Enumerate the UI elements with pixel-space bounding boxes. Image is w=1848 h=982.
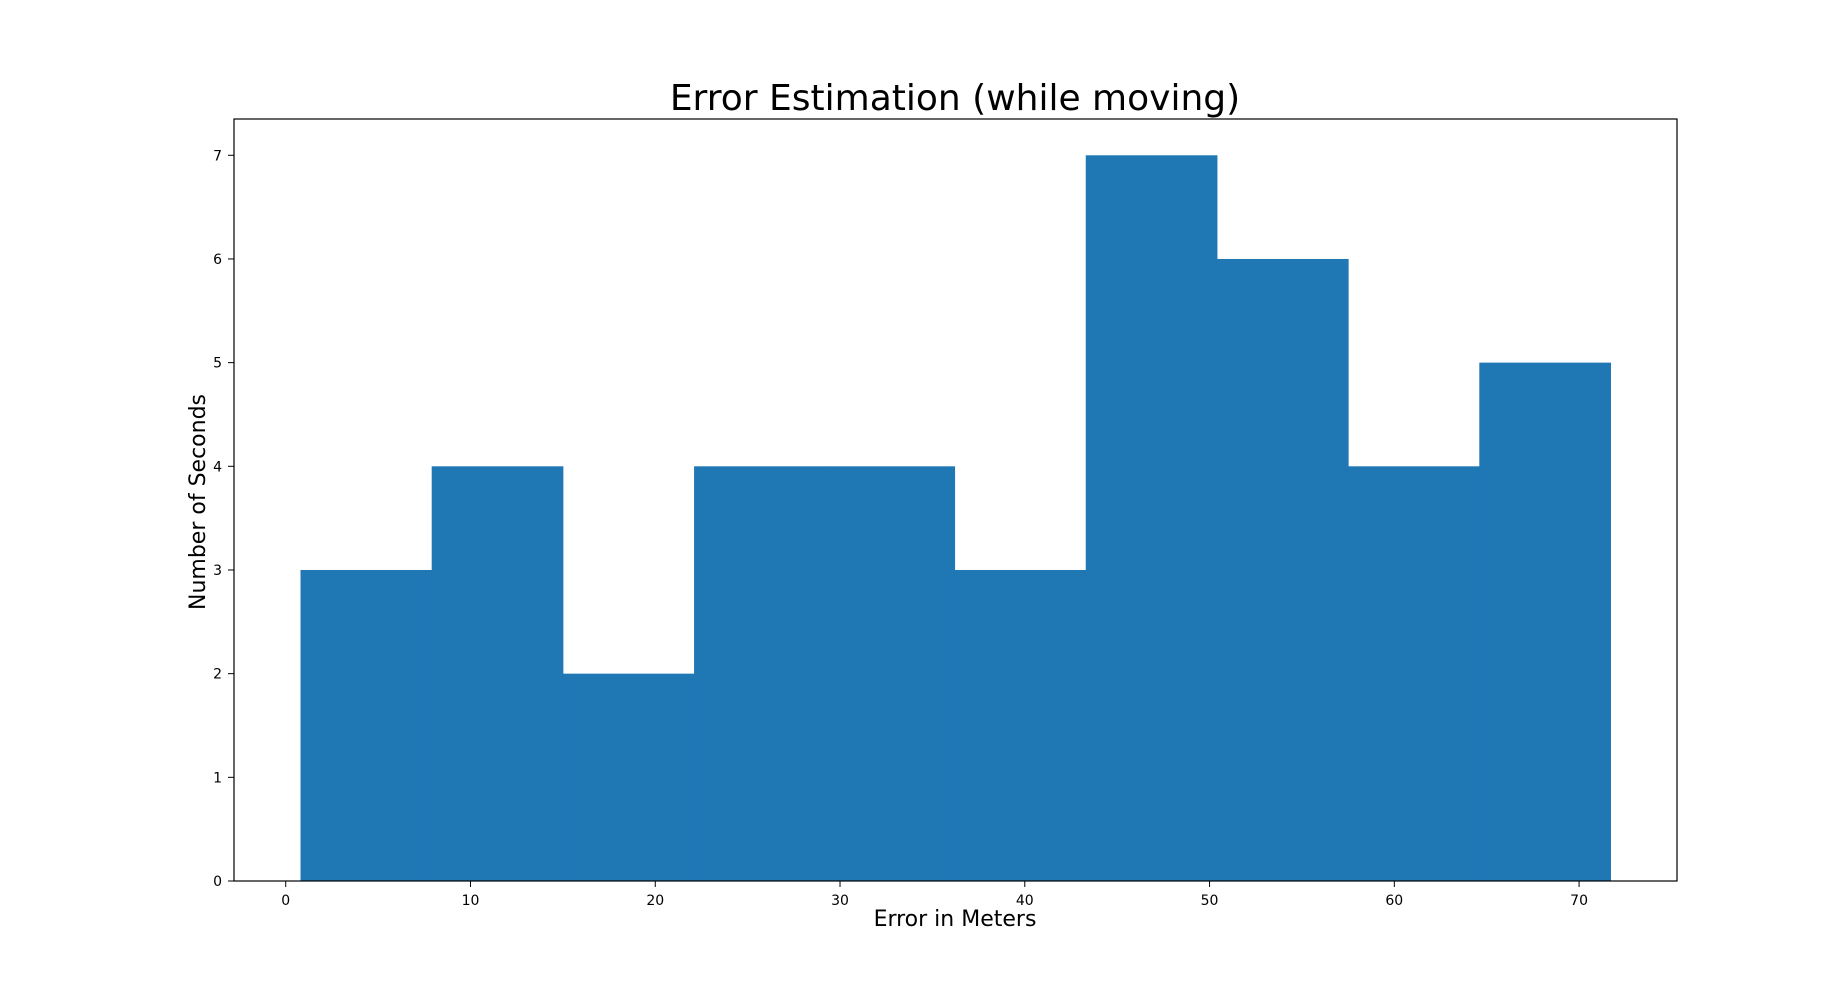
histogram-bar — [300, 569, 433, 881]
x-tick-label: 50 — [1201, 893, 1219, 909]
histogram-bar — [954, 569, 1087, 881]
histogram-bar — [562, 673, 695, 881]
histogram-bar — [825, 466, 956, 881]
x-tick-label: 10 — [462, 893, 480, 909]
y-tick-label: 2 — [213, 667, 222, 683]
x-axis-label: Error in Meters — [874, 907, 1037, 932]
y-tick-label: 4 — [213, 459, 222, 475]
y-tick-label: 1 — [213, 770, 222, 786]
x-tick-label: 40 — [1016, 893, 1034, 909]
y-tick-label: 0 — [213, 874, 222, 890]
y-tick-label: 3 — [213, 563, 222, 579]
y-axis-label: Number of Seconds — [186, 394, 211, 610]
histogram-bar — [1216, 258, 1349, 881]
x-tick-label: 0 — [281, 893, 290, 909]
axes-layer — [233, 118, 1678, 882]
histogram-bar — [1085, 155, 1218, 882]
y-tick-label: 5 — [213, 356, 222, 372]
histogram-bar — [1348, 466, 1480, 881]
x-tick-label: 60 — [1385, 893, 1403, 909]
ticks-layer: 0 10 20 30 40 50 60 70 0 1 2 3 4 5 6 7 — [213, 148, 1588, 909]
x-tick-label: 70 — [1570, 893, 1588, 909]
x-tick-label: 30 — [831, 893, 849, 909]
chart-title: Error Estimation (while moving) — [670, 78, 1240, 119]
x-tick-label: 20 — [646, 893, 664, 909]
bars-layer — [300, 155, 1611, 882]
y-tick-label: 7 — [213, 148, 222, 164]
histogram-bar — [694, 466, 826, 881]
y-tick-label: 6 — [213, 252, 222, 268]
histogram-bar — [1479, 362, 1611, 881]
plot-frame — [233, 118, 1678, 882]
histogram-bar — [431, 466, 564, 881]
